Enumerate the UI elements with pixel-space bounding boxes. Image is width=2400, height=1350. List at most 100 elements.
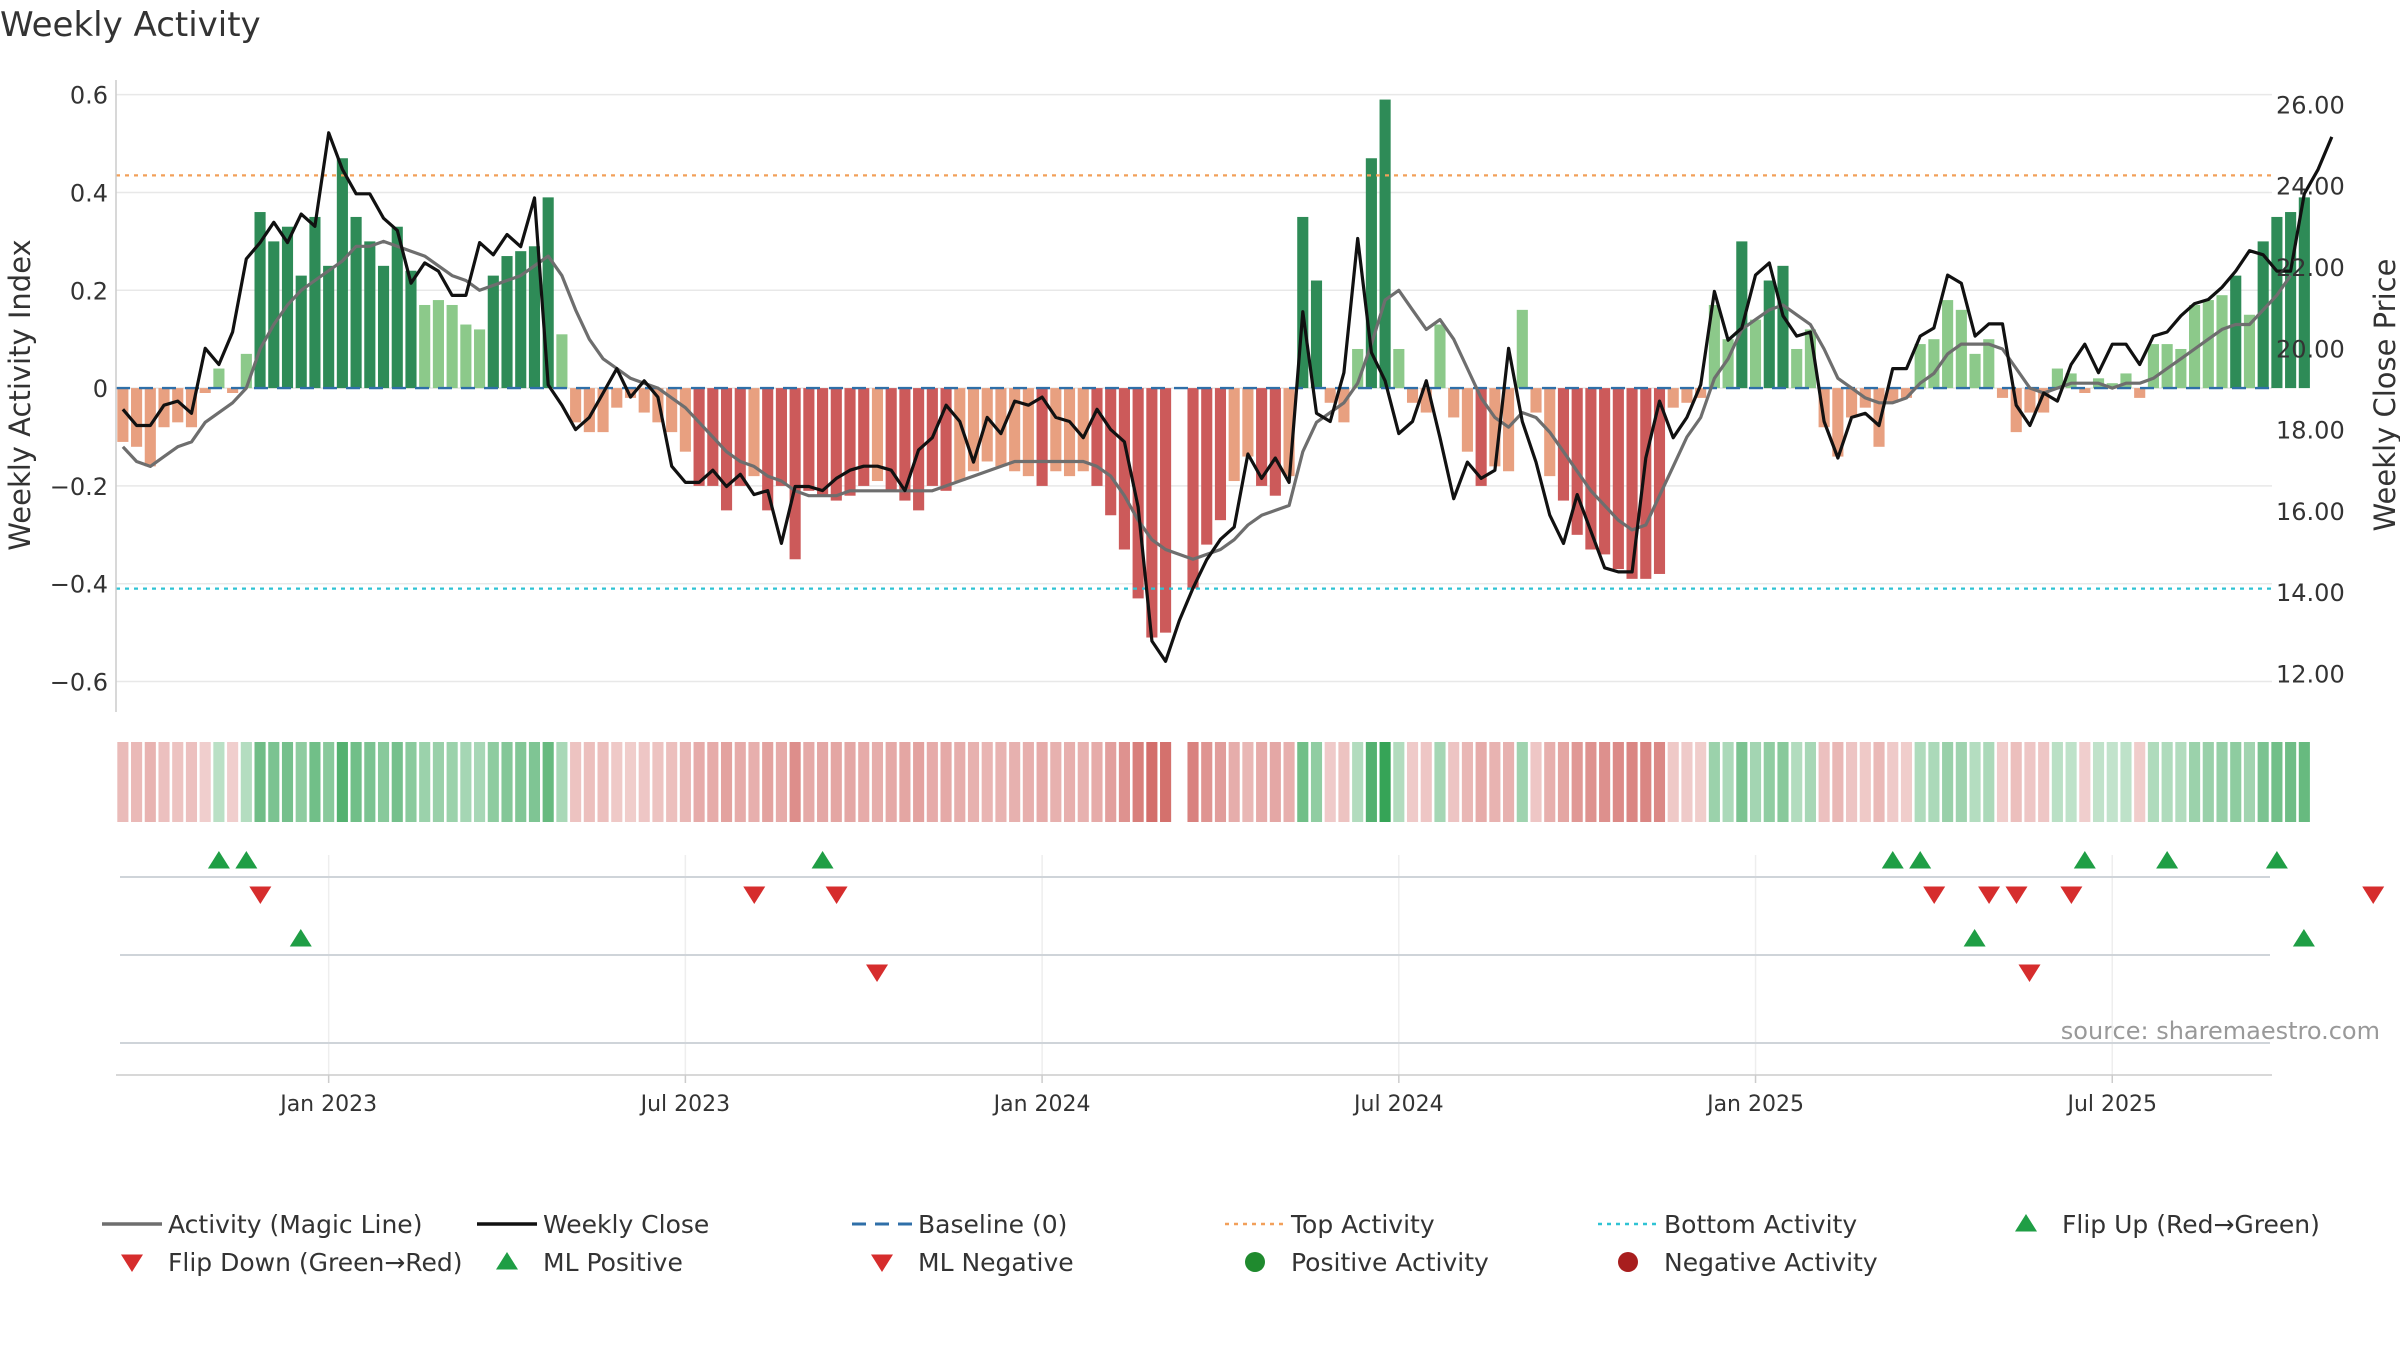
heat-strip-cell — [583, 742, 595, 822]
heat-strip-cell — [1009, 742, 1021, 822]
activity-bar — [803, 388, 815, 491]
activity-bar — [1063, 388, 1076, 477]
heat-strip-cell — [1736, 742, 1748, 822]
heat-strip-cell — [1091, 742, 1103, 822]
heat-strip-cell — [1585, 742, 1597, 822]
activity-bar — [1050, 388, 1062, 472]
heat-strip-cell — [2024, 742, 2036, 822]
activity-bar — [254, 212, 266, 389]
legend-swatch-circle — [1618, 1252, 1638, 1272]
heat-strip-cell — [2298, 742, 2310, 822]
activity-bar — [1804, 329, 1816, 389]
activity-bar — [1900, 388, 1913, 398]
activity-bar — [2147, 344, 2159, 389]
flip-markers — [121, 851, 2385, 1272]
activity-bar — [981, 388, 993, 462]
heat-strip-cell — [1214, 742, 1227, 822]
x-tick-label: Jan 2025 — [1705, 1092, 1804, 1117]
activity-bar — [487, 275, 499, 389]
y-tick-label-right: 22.00 — [2276, 254, 2345, 282]
heat-strip-cell — [460, 742, 472, 822]
heat-strip-cell — [240, 742, 252, 822]
heat-strip-cell — [1393, 742, 1405, 822]
heat-strip-cell — [1352, 742, 1364, 822]
activity-bar — [1681, 388, 1693, 403]
activity-bar — [1653, 388, 1666, 574]
heat-strip-cell — [652, 742, 664, 822]
activity-bar — [1708, 304, 1720, 389]
activity-bar — [885, 388, 897, 491]
activity-bar — [2161, 344, 2173, 389]
activity-bar — [336, 158, 348, 389]
activity-bar — [1475, 388, 1487, 486]
ml-positive-marker — [289, 929, 312, 947]
activity-bar — [1749, 319, 1762, 389]
heat-strip-cell — [885, 742, 897, 822]
heat-strip-cell — [1928, 742, 1940, 822]
heat-strip-cell — [350, 742, 362, 822]
activity-bar — [1187, 388, 1199, 589]
heat-strip-cell — [1681, 742, 1693, 822]
activity-bar — [1365, 158, 1377, 389]
activity-bar — [419, 304, 431, 389]
heat-strip-cell — [624, 742, 637, 822]
heat-strip-cell — [1242, 742, 1254, 822]
heat-strip-cell — [117, 742, 129, 822]
activity-bar — [172, 388, 184, 423]
heat-strip-cell — [364, 742, 376, 822]
activity-bar — [1091, 388, 1103, 486]
activity-bar — [967, 388, 980, 472]
flip-up-marker — [2073, 851, 2096, 869]
x-tick-label: Jul 2024 — [1352, 1092, 1444, 1117]
heat-strip-cell — [1571, 742, 1583, 822]
y-tick-label-left: 0.4 — [70, 179, 108, 207]
heat-strip-cell — [1777, 742, 1789, 822]
heat-strip-cell — [1640, 742, 1652, 822]
y-tick-label-right: 24.00 — [2276, 173, 2345, 201]
activity-bar — [2079, 388, 2091, 393]
heat-strip-cell — [817, 742, 829, 822]
legend-label: ML Positive — [543, 1248, 683, 1277]
heat-strip-cell — [1749, 742, 1762, 822]
heat-strip-cell — [2065, 742, 2077, 822]
activity-bar — [295, 275, 307, 389]
heat-strip-cell — [2189, 742, 2201, 822]
activity-bar — [556, 334, 568, 389]
activity-bar — [2051, 368, 2063, 389]
activity-bar — [1667, 388, 1679, 408]
activity-bar — [1269, 388, 1281, 496]
heat-strip-cell — [323, 742, 335, 822]
activity-bar — [1530, 388, 1542, 413]
heat-strip-cell — [172, 742, 184, 822]
heat-strip-cell — [1324, 742, 1336, 822]
activity-bar — [1955, 309, 1967, 389]
x-tick-label: Jul 2023 — [639, 1092, 731, 1117]
activity-bar — [1105, 388, 1117, 516]
heat-strip-cell — [940, 742, 952, 822]
ml-positive-marker — [2292, 929, 2315, 947]
y-tick-label-left: −0.2 — [50, 473, 108, 501]
heat-strip-cell — [1297, 742, 1309, 822]
heat-strip-cell — [2106, 742, 2118, 822]
heat-strip-cell — [1132, 742, 1144, 822]
heat-strip-cell — [2010, 742, 2022, 822]
flip-down-marker — [2362, 886, 2385, 904]
heat-strip-cell — [1379, 742, 1391, 822]
activity-bar — [1503, 388, 1515, 472]
heat-strip-cell — [2230, 742, 2242, 822]
heat-strip-cell — [1983, 742, 1995, 822]
activity-bar — [144, 388, 156, 467]
ml-negative-marker — [2018, 964, 2041, 982]
flip-down-marker — [743, 886, 766, 904]
activity-bar — [1983, 339, 1995, 389]
heat-strip-cell — [1461, 742, 1473, 822]
activity-bar — [405, 270, 417, 389]
heat-strip-cell — [432, 742, 444, 822]
heat-strip-cell — [1036, 742, 1048, 822]
activity-bar — [748, 388, 760, 477]
heat-strip-cell — [2161, 742, 2173, 822]
activity-bar — [350, 216, 362, 389]
activity-bar — [2243, 314, 2256, 389]
heat-strip-cell — [830, 742, 842, 822]
heat-strip-cell — [501, 742, 513, 822]
